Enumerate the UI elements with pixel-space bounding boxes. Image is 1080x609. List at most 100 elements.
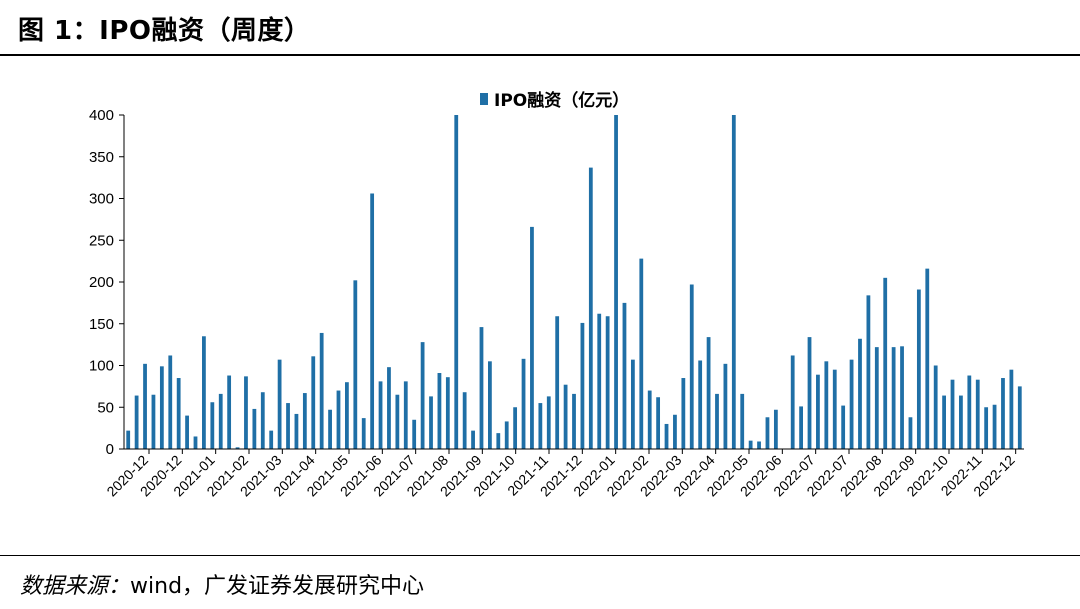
y-tick-label: 250 bbox=[89, 232, 114, 249]
bar bbox=[193, 436, 198, 449]
source-text: wind，广发证券发展研究中心 bbox=[130, 574, 425, 599]
bar bbox=[715, 393, 719, 449]
bar bbox=[740, 393, 745, 449]
bar bbox=[597, 313, 602, 449]
bar bbox=[353, 280, 358, 449]
bar bbox=[235, 447, 240, 449]
bar bbox=[824, 361, 829, 449]
legend-swatch bbox=[480, 93, 488, 105]
y-tick-label: 150 bbox=[89, 316, 114, 333]
bar bbox=[975, 379, 980, 449]
bar bbox=[488, 361, 492, 449]
bar bbox=[572, 393, 576, 449]
y-axis: 0 50 100 150 200 250 300 350 400 bbox=[89, 107, 125, 458]
bar bbox=[698, 360, 703, 449]
bar bbox=[513, 407, 518, 449]
bar bbox=[403, 381, 408, 449]
title-divider bbox=[0, 54, 1080, 56]
bar bbox=[269, 430, 274, 449]
bar bbox=[218, 393, 223, 449]
x-axis: 2020-122020-122021-012021-022021-032021-… bbox=[103, 448, 1024, 499]
bar bbox=[159, 366, 164, 449]
bar bbox=[731, 115, 736, 449]
bar bbox=[462, 392, 467, 449]
bar bbox=[1001, 378, 1005, 449]
bar bbox=[773, 409, 778, 449]
bar bbox=[816, 374, 820, 449]
bar bbox=[647, 390, 652, 449]
bar bbox=[656, 397, 661, 449]
bar bbox=[748, 440, 753, 449]
bar bbox=[244, 376, 248, 449]
bar bbox=[992, 404, 997, 449]
bar bbox=[496, 433, 501, 449]
bar bbox=[916, 289, 921, 449]
bar bbox=[143, 363, 147, 449]
bar bbox=[790, 355, 795, 449]
y-tick-label: 50 bbox=[97, 399, 114, 416]
chart-legend: IPO融资（亿元） bbox=[480, 90, 629, 111]
bar bbox=[883, 277, 888, 449]
y-tick-label: 200 bbox=[89, 274, 114, 291]
bar bbox=[950, 379, 955, 449]
y-tick-label: 350 bbox=[89, 149, 114, 166]
y-tick-label: 400 bbox=[89, 107, 114, 124]
legend-label: IPO融资（亿元） bbox=[494, 90, 629, 111]
bar bbox=[605, 316, 610, 449]
bar bbox=[328, 409, 332, 449]
bar bbox=[555, 316, 560, 449]
bar bbox=[319, 332, 324, 449]
bar bbox=[563, 384, 568, 449]
bar bbox=[614, 115, 618, 449]
bar bbox=[437, 373, 442, 449]
bar bbox=[622, 302, 627, 450]
bar bbox=[799, 406, 803, 449]
bar bbox=[361, 418, 366, 449]
bar bbox=[302, 393, 307, 449]
bar bbox=[757, 441, 761, 449]
bar bbox=[378, 381, 383, 449]
bar bbox=[942, 395, 946, 449]
bar bbox=[294, 413, 299, 449]
ipo-bar-chart: IPO融资（亿元） 0 50 100 150 200 250 300 350 400 2020-… bbox=[89, 90, 1024, 499]
bar bbox=[689, 284, 694, 449]
bar bbox=[984, 407, 989, 449]
y-tick-label: 100 bbox=[89, 358, 114, 375]
bar bbox=[370, 193, 375, 449]
bar bbox=[538, 403, 543, 449]
bar bbox=[891, 347, 896, 449]
bar bbox=[807, 337, 812, 449]
y-tick-label: 300 bbox=[89, 191, 114, 208]
bar bbox=[252, 408, 257, 449]
bar bbox=[849, 359, 854, 449]
bar bbox=[151, 394, 156, 449]
bar bbox=[546, 396, 551, 449]
bar bbox=[277, 359, 282, 449]
bar bbox=[723, 363, 728, 449]
bar bbox=[1009, 369, 1014, 449]
bar bbox=[841, 405, 846, 449]
bar-series bbox=[126, 115, 1022, 450]
source-label: 数据来源： bbox=[20, 574, 131, 599]
bar bbox=[673, 414, 677, 449]
bar bbox=[185, 415, 189, 449]
bar bbox=[580, 322, 585, 449]
bar bbox=[168, 355, 173, 449]
bar bbox=[395, 394, 400, 449]
bar bbox=[933, 365, 938, 449]
bar bbox=[630, 359, 635, 449]
bar bbox=[925, 268, 930, 449]
bar bbox=[479, 327, 484, 449]
source-note: 数据来源：wind，广发证券发展研究中心 bbox=[20, 568, 424, 600]
bar bbox=[706, 337, 711, 449]
bar bbox=[521, 358, 526, 449]
bar bbox=[345, 382, 349, 449]
bar bbox=[765, 417, 770, 449]
bar bbox=[504, 421, 509, 449]
bar bbox=[202, 336, 206, 449]
bar bbox=[900, 346, 904, 449]
bar bbox=[134, 395, 139, 449]
bar bbox=[681, 378, 686, 449]
bar bbox=[454, 115, 459, 449]
y-tick-label: 0 bbox=[106, 441, 114, 458]
